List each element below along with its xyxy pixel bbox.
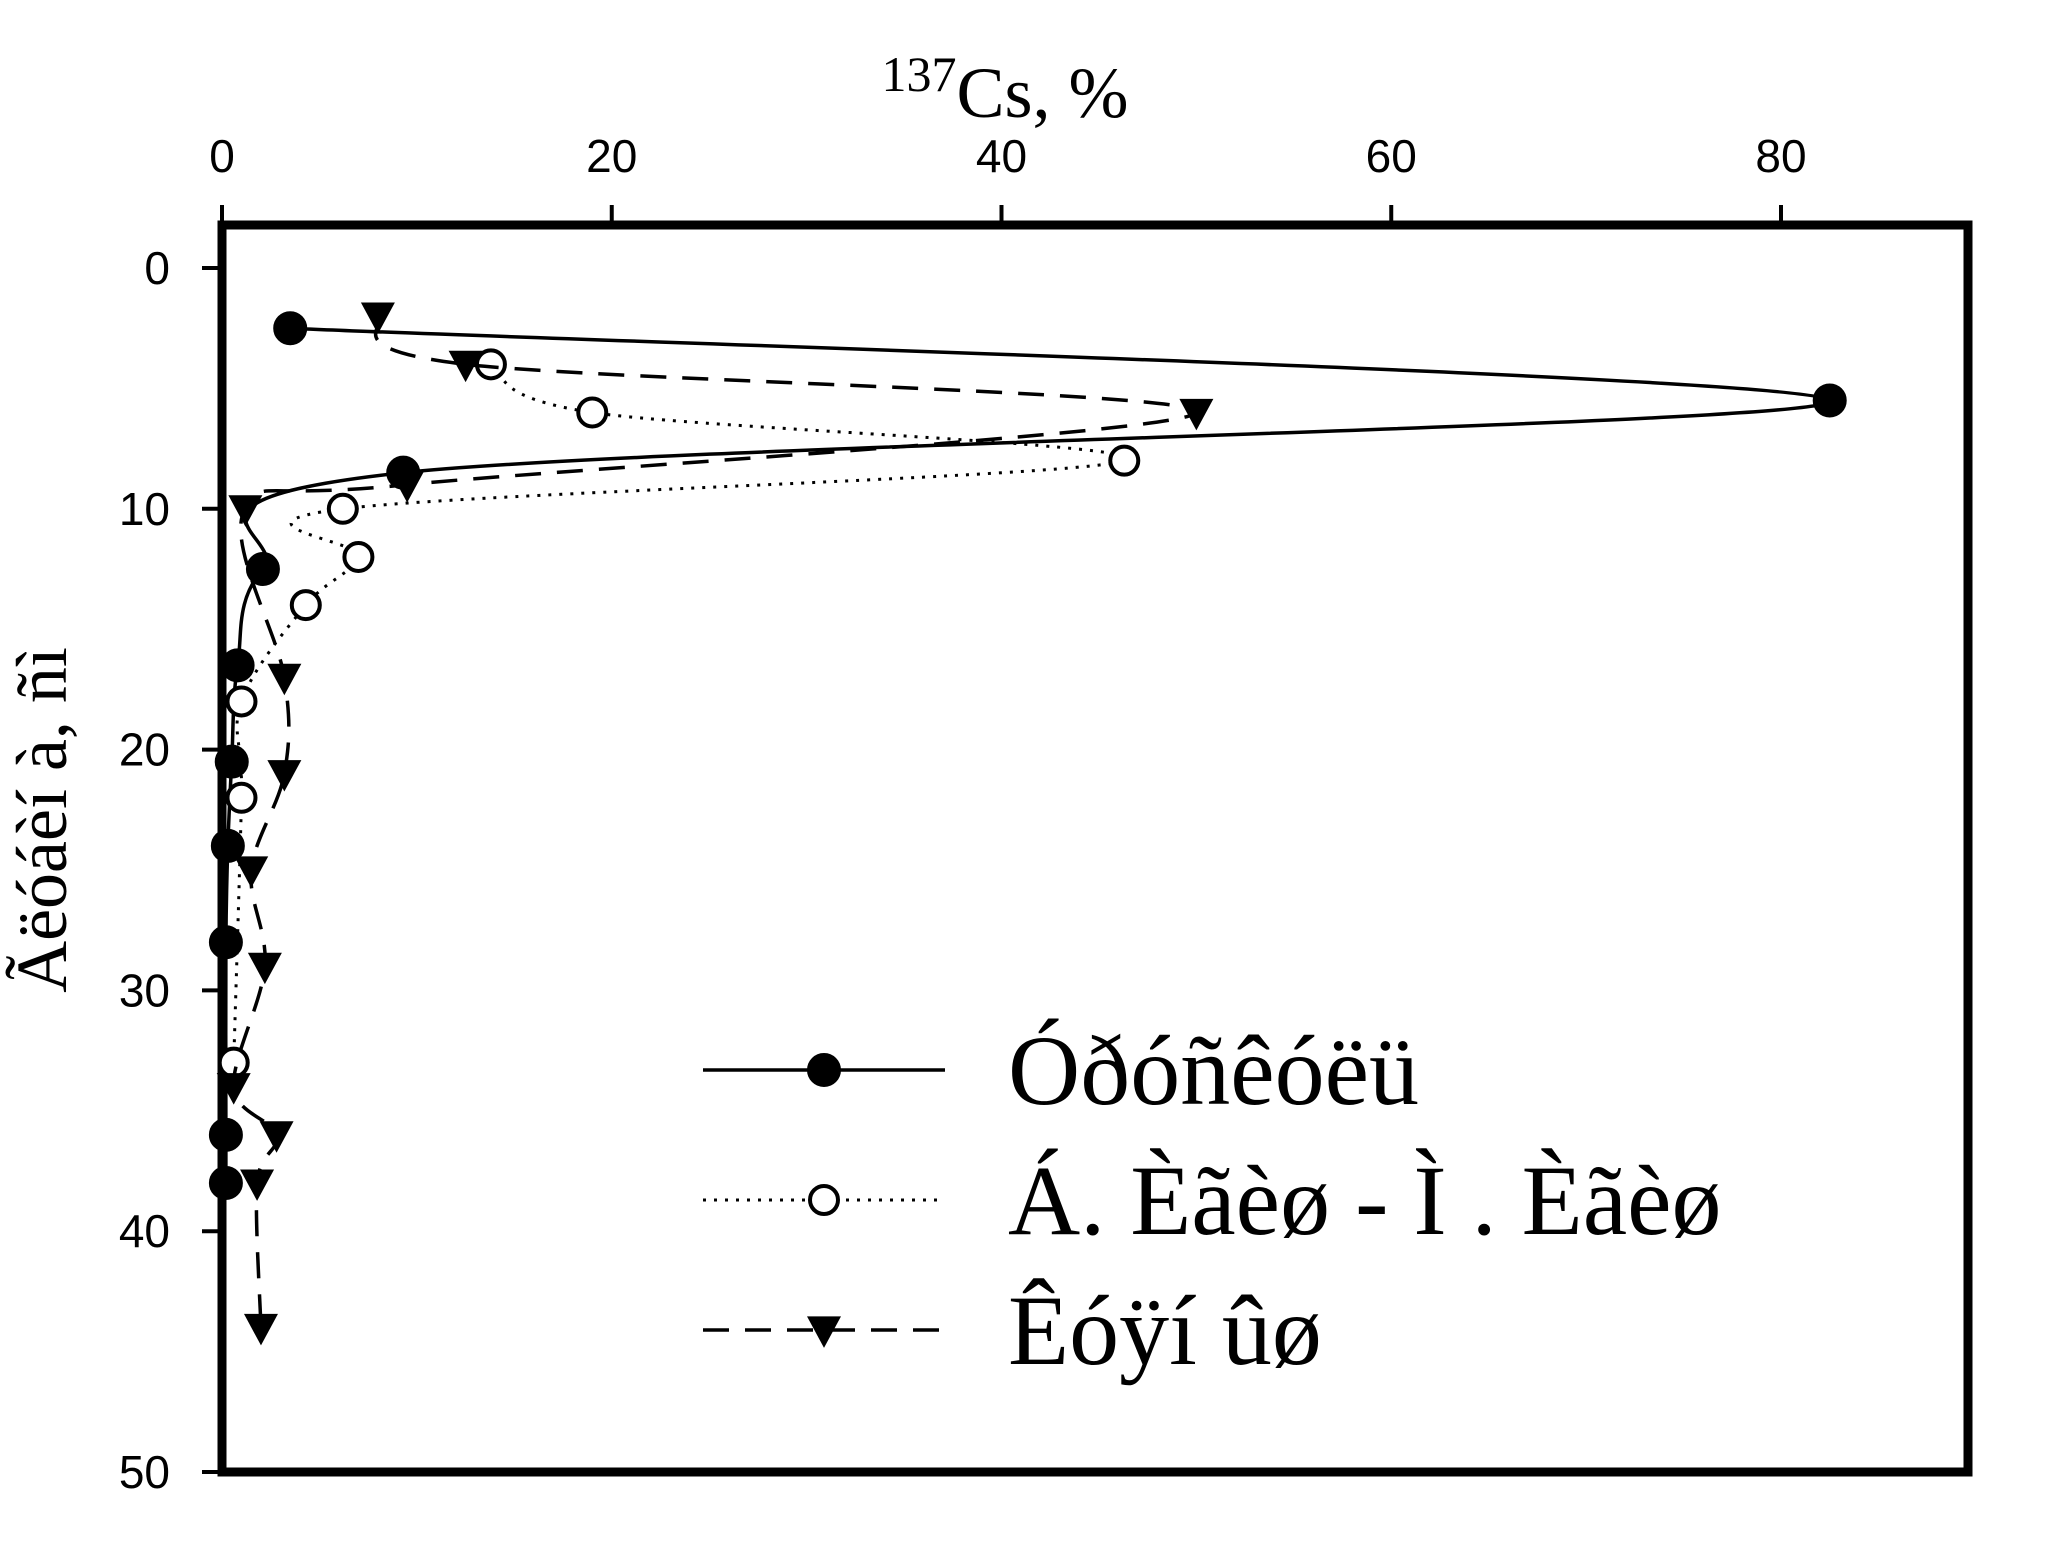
y-tick-label: 0	[144, 242, 170, 294]
series-3-point	[360, 302, 395, 335]
legend-label: Óðóñêóëü	[1008, 1015, 1419, 1126]
series-3-point	[448, 350, 483, 383]
series-2-line	[232, 362, 1129, 1063]
series-3-point	[243, 1313, 278, 1346]
series-3-point	[390, 471, 425, 503]
legend-label: Êóÿí ûø	[1008, 1275, 1322, 1386]
x-axis-title: 137Cs, %	[881, 46, 1128, 133]
series-2-point	[326, 492, 359, 525]
x-axis-title-main: Cs, %	[956, 53, 1128, 133]
series-1	[208, 311, 1847, 1201]
series-1-point	[245, 552, 280, 586]
series-3-point	[267, 663, 302, 696]
series-1-point	[208, 925, 243, 960]
legend-item-2: Á. Èãèø - Ì . Èãèø	[703, 1145, 1722, 1256]
series-1-point	[210, 828, 245, 863]
series-2	[217, 348, 1141, 1079]
series-1-line	[224, 326, 1832, 1184]
series-3-point	[240, 1169, 275, 1201]
x-tick-label: 20	[586, 130, 637, 182]
series-1-point	[1812, 383, 1847, 418]
series-3-point	[1179, 398, 1214, 431]
series-3-point	[234, 856, 269, 888]
series-3-point	[228, 495, 263, 527]
series-3	[216, 302, 1214, 1346]
legend: Óðóñêóëü Á. Èãèø - Ì . Èãèø Êóÿí ûø	[703, 1015, 1722, 1386]
y-tick-label: 10	[119, 483, 170, 535]
legend-item-3: Êóÿí ûø	[703, 1275, 1322, 1386]
legend-marker	[808, 1184, 840, 1216]
legend-marker	[807, 1316, 841, 1348]
y-tick-label: 20	[119, 724, 170, 776]
series-3-point	[259, 1121, 294, 1153]
legend-item-1: Óðóñêóëü	[703, 1015, 1419, 1126]
series-2-point	[576, 396, 609, 429]
series-1-point	[208, 1117, 243, 1152]
y-tick-label: 30	[119, 964, 170, 1016]
series-2-point	[225, 685, 258, 718]
x-tick-label: 40	[976, 130, 1027, 182]
series-3-line	[231, 314, 1199, 1328]
x-tick-label: 80	[1755, 130, 1806, 182]
y-axis-title: Ãëóáèí à, ñì	[2, 647, 82, 993]
y-tick-label: 50	[119, 1446, 170, 1498]
series-2-point	[225, 781, 258, 814]
x-axis-title-superscript: 137	[881, 46, 956, 102]
series-2-point	[289, 589, 322, 622]
series-2-point	[342, 540, 375, 573]
series-3-point	[216, 1073, 251, 1105]
series-3-point	[267, 760, 302, 792]
x-tick-label: 0	[209, 130, 235, 182]
y-tick-label: 40	[119, 1205, 170, 1257]
series-3-point	[247, 952, 282, 985]
series-layer	[208, 302, 1847, 1346]
legend-marker	[807, 1053, 841, 1087]
series-1-point	[273, 311, 308, 346]
series-1-point	[214, 744, 249, 779]
series-1-point	[208, 1166, 243, 1201]
axes: 0 20 40 60 80 0 10 20 30 40 50	[119, 130, 1973, 1498]
series-2-point	[1108, 444, 1141, 477]
x-tick-label: 60	[1366, 130, 1417, 182]
legend-label: Á. Èãèø - Ì . Èãèø	[1008, 1145, 1722, 1256]
series-1-point	[220, 648, 255, 683]
